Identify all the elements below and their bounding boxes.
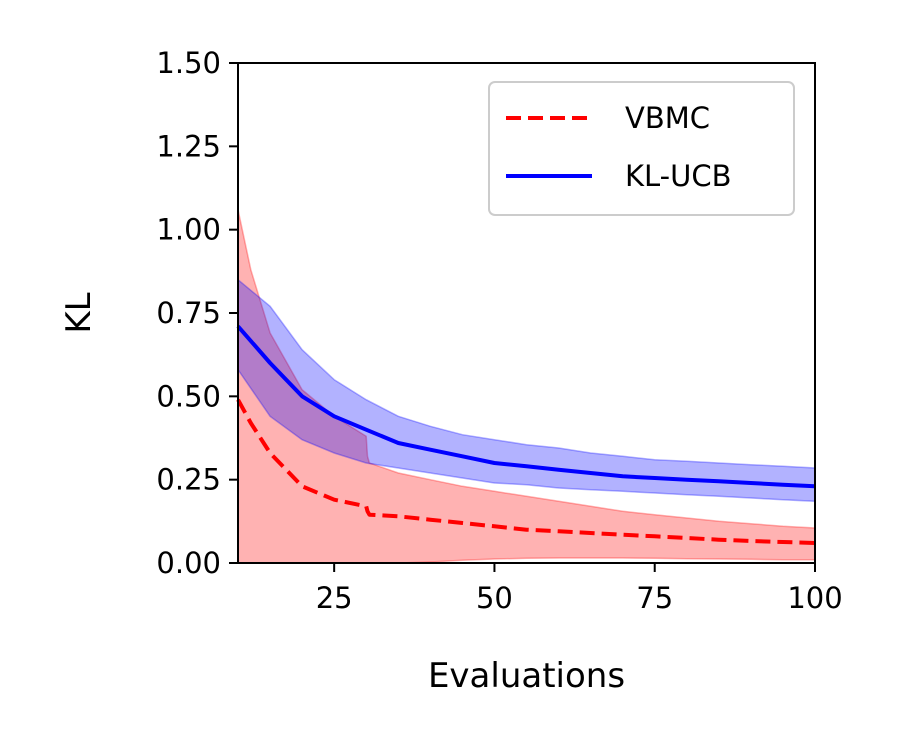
legend-box: [488, 81, 795, 216]
y-tick-label: 1.00: [156, 213, 221, 247]
y-tick-label: 1.50: [156, 46, 221, 80]
y-tick-label: 0.25: [156, 463, 221, 497]
legend: VBMC KL-UCB: [488, 81, 795, 216]
legend-label-vbmc: VBMC: [625, 101, 710, 135]
x-tick-label: 25: [316, 581, 353, 615]
legend-label-kl-ucb: KL-UCB: [625, 159, 732, 193]
vbmc-line: [236, 398, 816, 545]
x-tick-label: 50: [476, 581, 513, 615]
kl-ucb-line: [236, 324, 816, 489]
y-tick-label: 0.00: [156, 546, 221, 580]
x-tick-label: 75: [636, 581, 673, 615]
y-tick-label: 0.75: [156, 296, 221, 330]
y-tick-label: 1.25: [156, 129, 221, 163]
x-tick-label: 100: [787, 581, 842, 615]
x-axis-title: Evaluations: [428, 656, 625, 696]
y-axis-title: KL: [59, 292, 99, 333]
y-tick-label: 0.50: [156, 379, 221, 413]
